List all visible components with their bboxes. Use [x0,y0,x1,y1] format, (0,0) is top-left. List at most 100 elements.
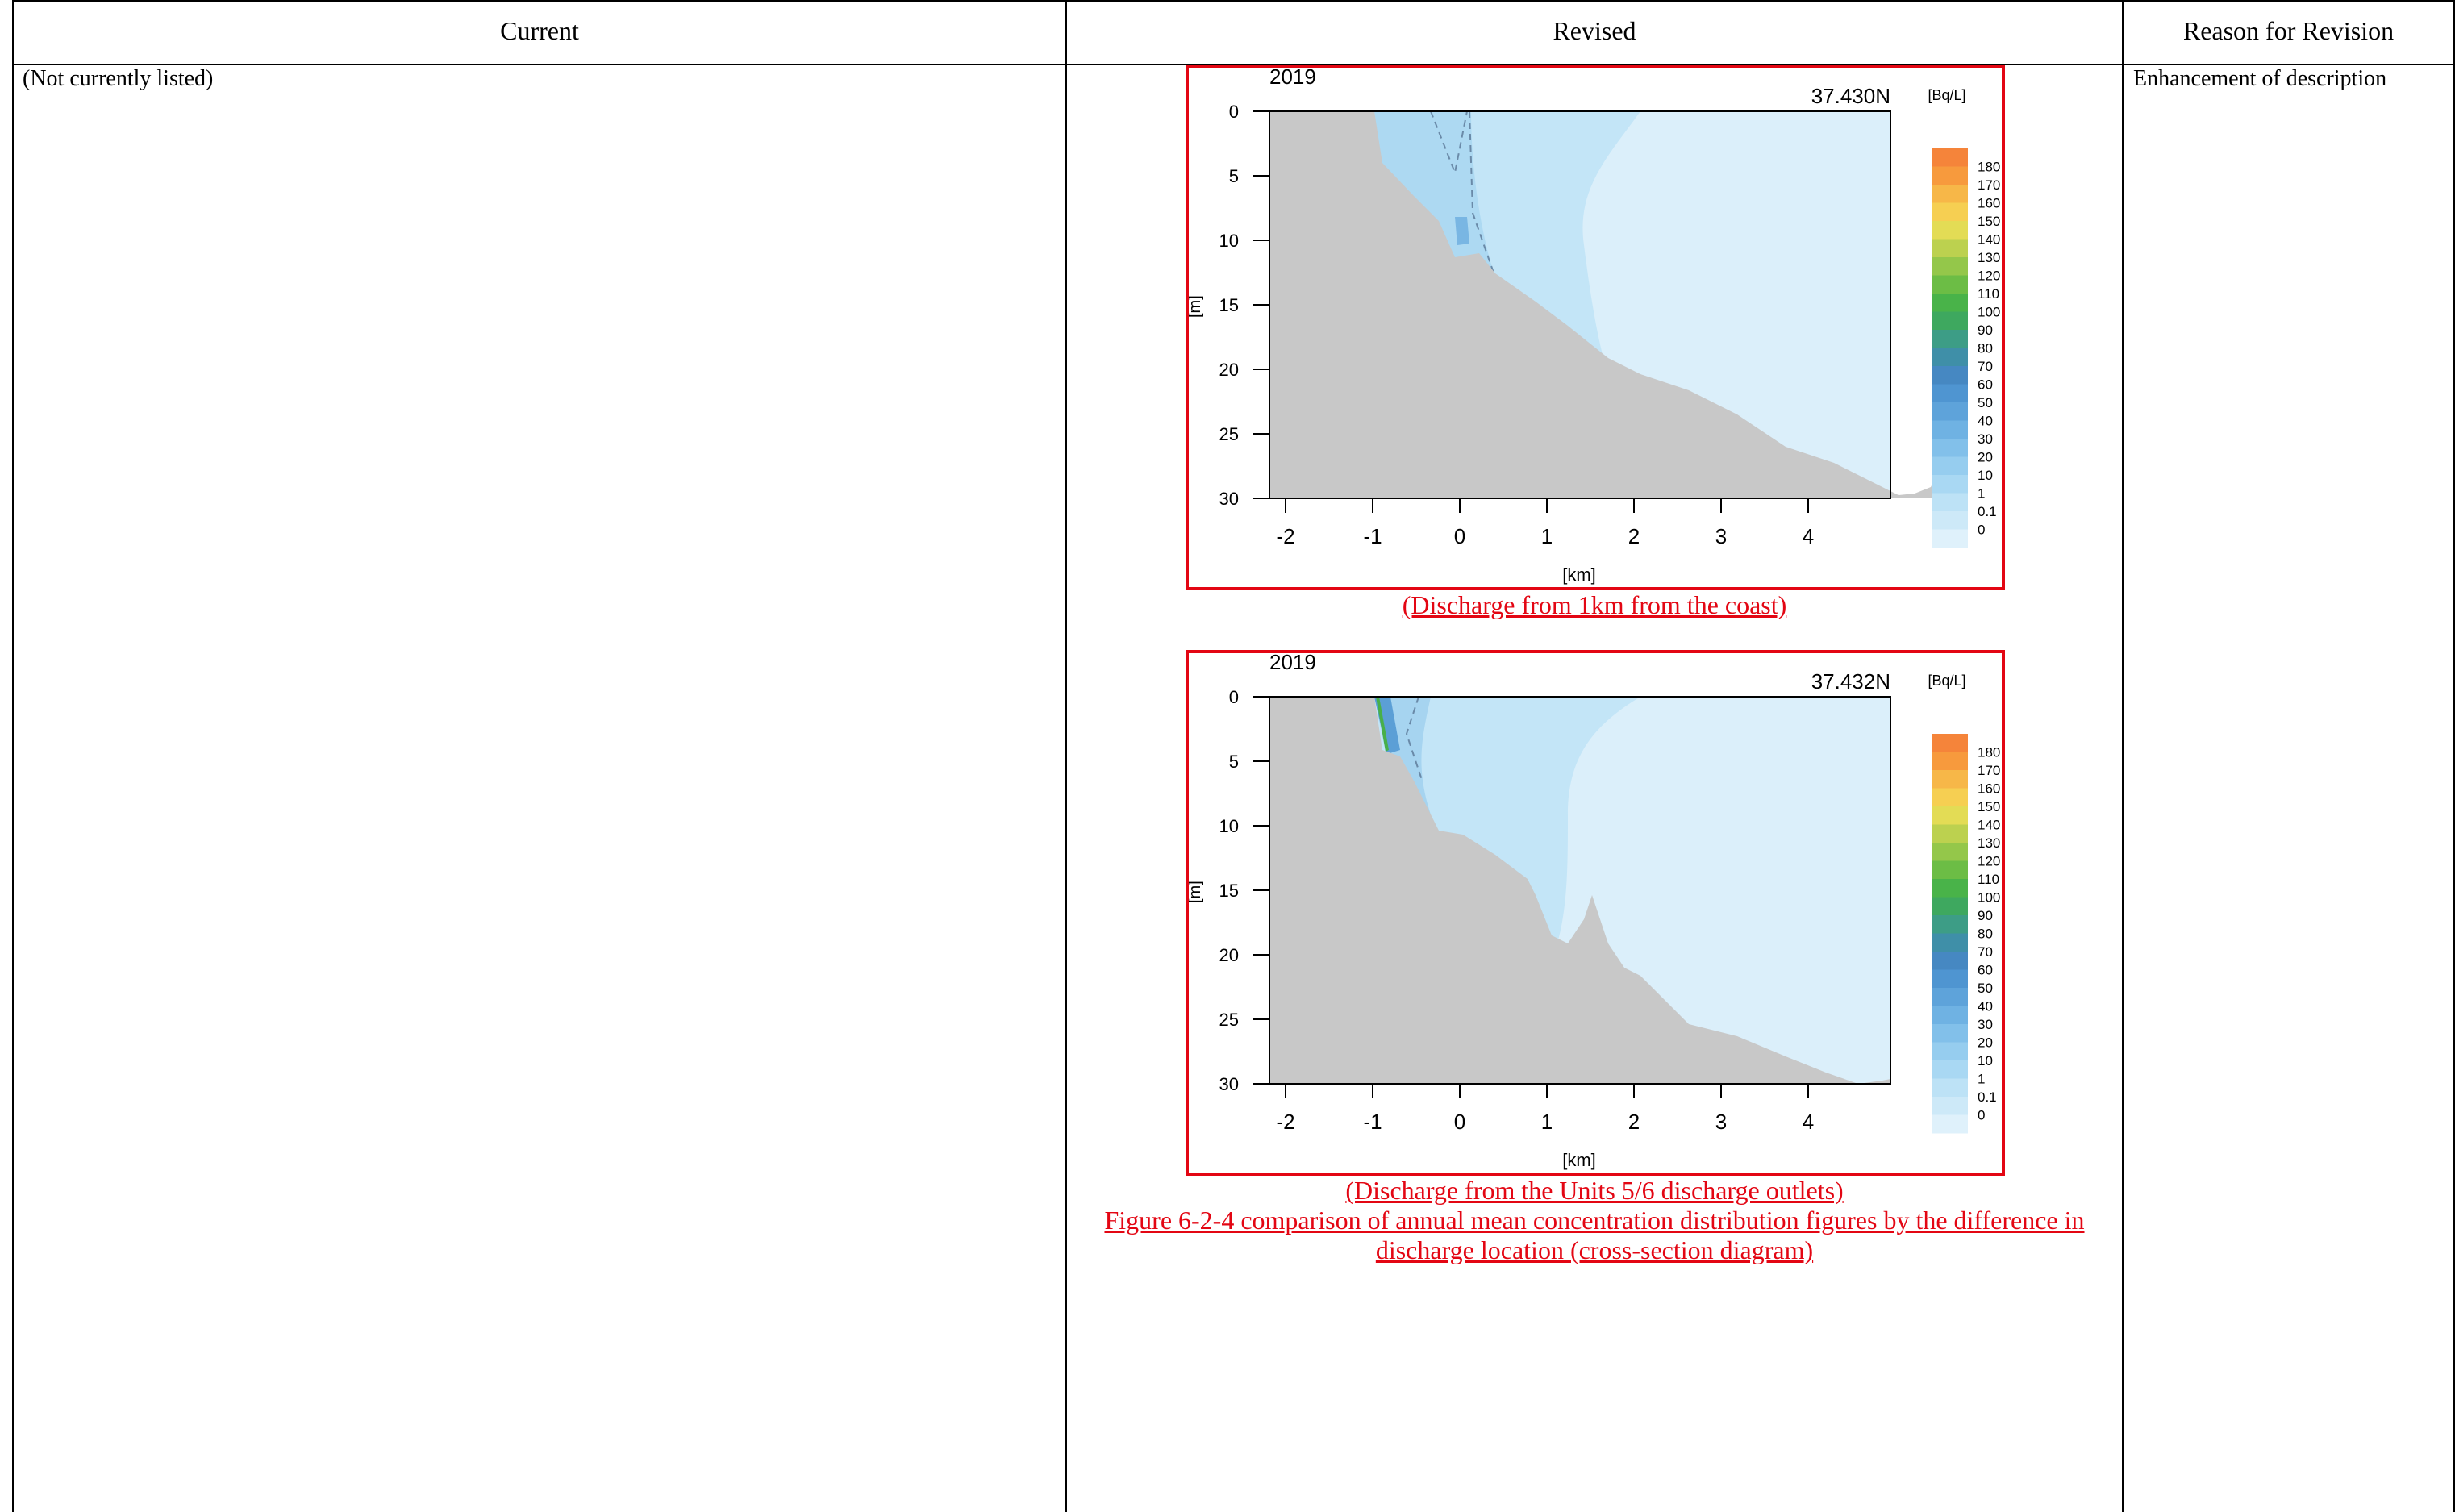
colorbar-label: 160 [1978,196,2000,211]
colorbar-swatch [1932,879,1968,898]
colorbar-swatch [1932,529,1968,548]
figure-1: 0 5 10 15 20 25 30 [m] -2 -1 0 1 2 3 4 [… [1186,65,2005,590]
colorbar-label: 130 [1978,835,2000,851]
x-axis: -2 -1 0 1 2 3 4 [1276,498,1814,548]
colorbar-swatch [1932,166,1968,185]
colorbar-swatch [1932,897,1968,916]
colorbar-label: 50 [1978,395,1993,410]
colorbar-label: 70 [1978,944,1993,960]
y-axis: 0 5 10 15 20 25 30 [1219,687,1269,1094]
colorbar-swatch [1932,1042,1968,1061]
colorbar-swatch [1932,915,1968,934]
colorbar-label: 120 [1978,269,2000,284]
colorbar-swatch [1932,456,1968,476]
colorbar-label: 90 [1978,908,1993,923]
column-divider-1 [1065,0,1067,1512]
y-tick-label: 20 [1219,360,1239,380]
colorbar-swatch [1932,843,1968,861]
colorbar-label: 140 [1978,232,2000,248]
current-cell-text: (Not currently listed) [23,66,214,91]
colorbar-label: 110 [1978,872,1999,887]
figure-latitude: 37.430N [1811,84,1890,108]
colorbar-swatch [1932,384,1968,403]
colorbar-swatch [1932,734,1968,752]
colorbar-label: 170 [1978,177,2000,193]
y-axis-label: [m] [1189,295,1204,318]
x-tick-label: -1 [1363,1110,1382,1134]
colorbar-swatch [1932,1114,1968,1134]
colorbar-swatch [1932,185,1968,203]
colorbar-swatch [1932,1006,1968,1025]
colorbar-swatch [1932,806,1968,825]
table-top-border [12,0,2455,2]
colorbar-label: 50 [1978,981,1993,996]
figure-caption-line2: discharge location (cross-section diagra… [1375,1235,1814,1264]
colorbar-1: 1801701601501401301201101009080706050403… [1932,148,2000,548]
colorbar-unit: [Bq/L] [1928,87,1965,103]
colorbar-label: 10 [1978,468,1993,483]
y-tick-label: 0 [1229,102,1239,122]
colorbar-label: 20 [1978,450,1993,465]
colorbar-label: 1 [1978,1072,1985,1087]
colorbar-label: 180 [1978,160,2000,175]
x-tick-label: 1 [1541,1110,1553,1134]
x-axis: -2 -1 0 1 2 3 4 [1276,1084,1814,1134]
colorbar-swatch [1932,1078,1968,1098]
figure-year: 2019 [1269,68,1316,89]
colorbar-label: 90 [1978,323,1993,338]
colorbar-label: 0 [1978,1108,1985,1123]
y-tick-label: 10 [1219,231,1239,251]
colorbar-label: 70 [1978,359,1993,374]
figure-1-plot: 0 5 10 15 20 25 30 [m] -2 -1 0 1 2 3 4 [… [1189,68,2000,585]
concentration-hotspot-green [1376,697,1389,752]
colorbar-swatch [1932,348,1968,367]
colorbar-label: 80 [1978,341,1993,356]
colorbar-swatch [1932,366,1968,385]
colorbar-swatch [1932,221,1968,240]
colorbar-swatch [1932,311,1968,331]
colorbar-label: 80 [1978,927,1993,942]
colorbar-swatch [1932,770,1968,789]
x-tick-label: 2 [1628,524,1640,548]
x-tick-label: 1 [1541,524,1553,548]
y-tick-label: 15 [1219,295,1239,315]
colorbar-swatch [1932,969,1968,989]
header-current: Current [500,16,579,45]
colorbar-label: 0.1 [1978,504,1997,519]
colorbar-label: 0 [1978,523,1985,538]
colorbar-swatch [1932,1060,1968,1079]
contour-line [1405,696,1423,783]
colorbar-label: 170 [1978,763,2000,778]
colorbar-label: 140 [1978,818,2000,833]
colorbar-swatch [1932,202,1968,222]
seabed [1269,697,1858,1084]
contour-line [1430,110,1468,176]
header-reason: Reason for Revision [2182,16,2395,45]
colorbar-label: 150 [1978,214,2000,229]
colorbar-label: 100 [1978,890,2000,906]
x-tick-label: -2 [1276,524,1294,548]
concentration-hotspot [1455,217,1469,245]
contour-line [1469,110,1496,278]
colorbar-label: 60 [1978,377,1993,393]
x-axis-label: [km] [1562,1150,1596,1170]
seabed [1269,111,1935,498]
colorbar-swatch [1932,1024,1968,1043]
table-frame [12,0,2455,1512]
colorbar-label: 100 [1978,305,2000,320]
colorbar-label: 0.1 [1978,1089,1997,1105]
colorbar-swatch [1932,1097,1968,1115]
y-axis: 0 5 10 15 20 25 30 [1219,102,1269,509]
figure-2: 0 5 10 15 20 25 30 [m] -2 -1 0 1 2 3 4 [… [1186,650,2005,1176]
figure-2-caption: (Discharge from the Units 5/6 discharge … [1345,1176,1844,1205]
y-tick-label: 15 [1219,881,1239,901]
colorbar-swatch [1932,330,1968,348]
colorbar-label: 40 [1978,999,1993,1014]
colorbar-label: 20 [1978,1035,1993,1051]
x-tick-label: 0 [1454,524,1465,548]
y-tick-label: 30 [1219,1074,1239,1094]
colorbar-label: 160 [1978,781,2000,797]
figure-1-caption: (Discharge from 1km from the coast) [1402,590,1787,619]
colorbar-swatch [1932,493,1968,512]
colorbar-swatch [1932,420,1968,439]
